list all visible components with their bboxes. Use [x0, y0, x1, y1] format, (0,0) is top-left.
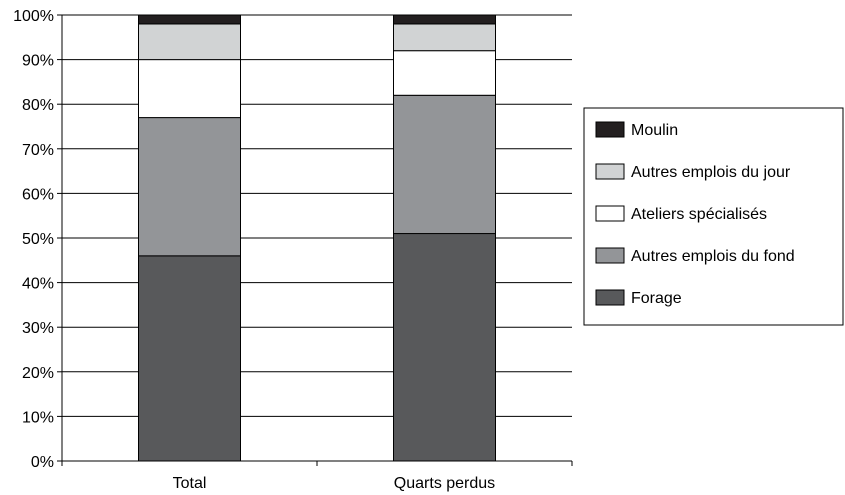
legend-label: Autres emplois du fond [631, 248, 795, 265]
y-tick-label: 10% [22, 409, 54, 426]
bar-segment [138, 14, 241, 25]
legend-swatch [595, 247, 625, 264]
x-category-label: Quarts perdus [394, 475, 495, 492]
legend-swatch [595, 121, 625, 138]
y-tick-label: 90% [22, 53, 54, 70]
y-tick-label: 40% [22, 276, 54, 293]
y-tick-label: 70% [22, 142, 54, 159]
bar-segment [138, 59, 241, 119]
y-tick-label: 50% [22, 231, 54, 248]
legend-label: Ateliers spécialisés [631, 206, 767, 223]
bar-segment [393, 50, 496, 96]
legend-swatch [595, 289, 625, 306]
legend-swatch [595, 163, 625, 180]
legend-swatch [595, 205, 625, 222]
x-category-label: Total [173, 475, 207, 492]
y-tick-label: 60% [22, 186, 54, 203]
bars [138, 14, 496, 462]
bar-segment [138, 23, 241, 61]
bar-segment [138, 117, 241, 257]
bar-segment [393, 23, 496, 52]
y-tick-label: 0% [31, 454, 54, 471]
legend-label: Forage [631, 290, 682, 307]
bar-segment [138, 255, 241, 462]
legend: Moulin Autres emplois du jour Ateliers spé… [583, 107, 844, 326]
y-tick-label: 80% [22, 97, 54, 114]
y-tick-label: 100% [13, 8, 54, 25]
legend-box [583, 107, 844, 326]
bar-segment [393, 233, 496, 462]
bar-segment [393, 94, 496, 235]
legend-label: Autres emplois du jour [631, 164, 791, 181]
bar-segment [393, 14, 496, 25]
y-tick-label: 30% [22, 320, 54, 337]
y-tick-label: 20% [22, 365, 54, 382]
legend-label: Moulin [631, 122, 678, 139]
axes: 0% 10% 20% 30% 40% 50% 60% 70% 80% 90% 100% Total Qu… [13, 8, 573, 492]
